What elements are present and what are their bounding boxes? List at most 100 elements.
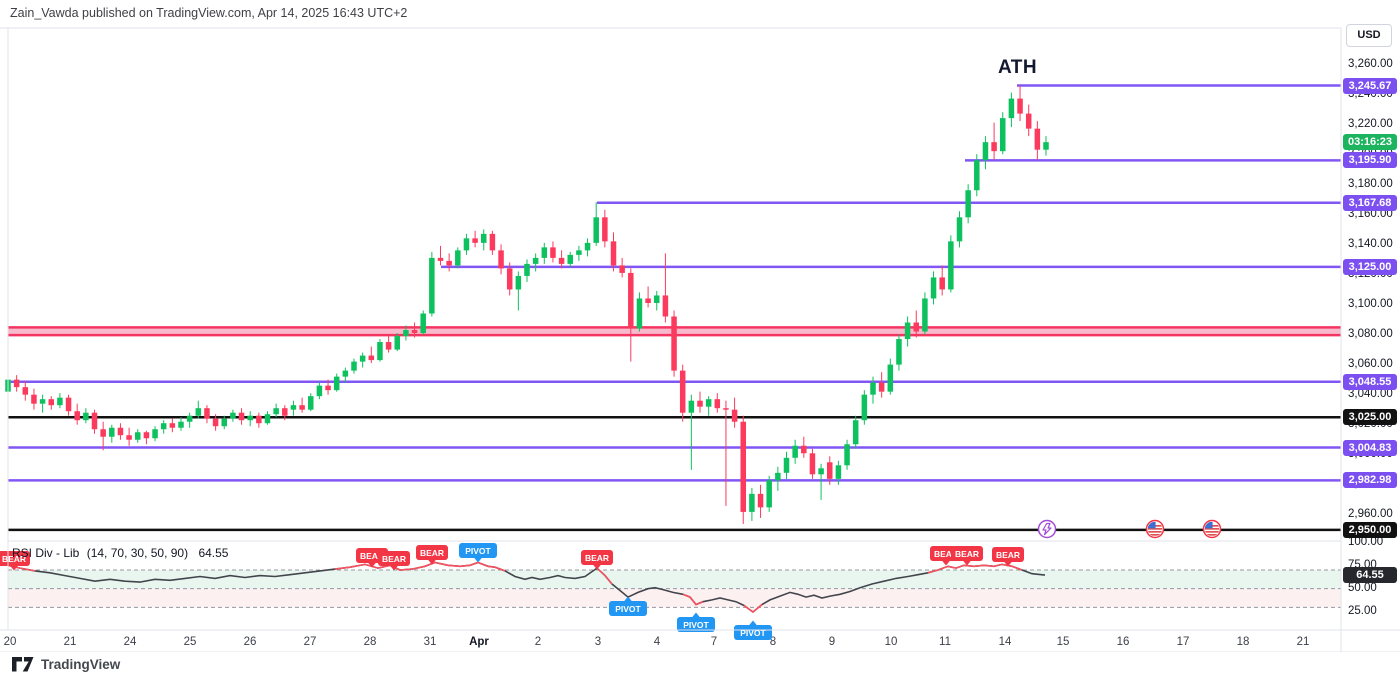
candlestick bbox=[628, 268, 634, 362]
candlestick bbox=[498, 244, 504, 275]
candlestick bbox=[766, 475, 772, 512]
candlestick bbox=[792, 439, 798, 464]
price-axis-tick: 3,140.00 bbox=[1348, 237, 1393, 250]
candlestick bbox=[870, 376, 876, 404]
candlestick bbox=[861, 390, 868, 425]
price-axis-tick: 3,100.00 bbox=[1348, 297, 1393, 310]
price-level-chip[interactable]: 3,004.83 bbox=[1343, 439, 1397, 456]
candlestick bbox=[22, 381, 29, 401]
candlestick bbox=[645, 286, 651, 308]
candlestick bbox=[169, 418, 176, 433]
candlestick bbox=[662, 253, 669, 323]
candlestick bbox=[143, 430, 150, 445]
price-level-chip[interactable]: 3,245.67 bbox=[1343, 77, 1397, 94]
candlestick bbox=[619, 257, 625, 278]
time-axis-label: 18 bbox=[1236, 636, 1250, 648]
candlestick bbox=[472, 230, 478, 248]
candlestick bbox=[671, 310, 677, 377]
candlestick bbox=[333, 373, 340, 392]
candlestick bbox=[273, 403, 279, 418]
price-level-chip[interactable]: 2,950.00 bbox=[1343, 521, 1397, 538]
candlestick bbox=[83, 408, 89, 424]
candlestick bbox=[541, 242, 548, 264]
currency-axis-button[interactable]: USD bbox=[1346, 24, 1392, 47]
time-axis-label: 16 bbox=[1116, 636, 1130, 648]
price-axis-tick: 3,060.00 bbox=[1348, 358, 1393, 371]
candlestick bbox=[377, 339, 383, 362]
bear-label[interactable]: BEAR bbox=[0, 551, 30, 571]
candlestick bbox=[385, 336, 392, 353]
candlestick bbox=[991, 122, 997, 161]
candlestick bbox=[515, 271, 522, 311]
bear-label[interactable]: BEAR bbox=[951, 546, 983, 566]
candlestick bbox=[342, 367, 349, 383]
candlestick bbox=[152, 426, 158, 442]
pivot-label[interactable]: PIVOT bbox=[734, 620, 772, 641]
candlestick bbox=[264, 411, 271, 425]
svg-text:BEAR: BEAR bbox=[955, 549, 979, 559]
us-flag-event-icon[interactable] bbox=[1145, 519, 1165, 539]
candle-countdown-chip[interactable]: 03:16:23 bbox=[1343, 134, 1397, 151]
candlestick bbox=[126, 427, 132, 446]
candlestick bbox=[809, 448, 816, 479]
price-axis-tick: 3,180.00 bbox=[1348, 177, 1393, 190]
candlestick bbox=[420, 310, 426, 335]
candlestick bbox=[818, 463, 824, 500]
time-axis-label: 25 bbox=[183, 636, 197, 648]
candlestick bbox=[558, 250, 565, 269]
svg-text:PIVOT: PIVOT bbox=[740, 628, 766, 638]
price-axis-tick: 50.00 bbox=[1348, 582, 1377, 595]
indicator-title[interactable]: RSI Div - Lib (14, 70, 30, 50, 90) 64.55 bbox=[12, 546, 228, 560]
price-level-chip[interactable]: 3,025.00 bbox=[1343, 409, 1397, 426]
candlestick bbox=[602, 209, 608, 248]
candlestick bbox=[844, 439, 850, 470]
candlestick bbox=[705, 396, 712, 416]
lightning-icon[interactable] bbox=[1037, 519, 1057, 539]
candlestick bbox=[463, 233, 470, 255]
candlestick bbox=[801, 436, 807, 458]
bear-label[interactable]: BEAR bbox=[378, 551, 410, 571]
bear-label[interactable]: BEAR bbox=[581, 550, 613, 570]
candlestick bbox=[411, 322, 418, 338]
candlestick bbox=[178, 417, 184, 431]
candlestick bbox=[827, 456, 833, 485]
bear-label[interactable]: BEAR bbox=[992, 547, 1024, 567]
candlestick bbox=[723, 400, 729, 506]
bear-label[interactable]: BEAR bbox=[416, 545, 448, 565]
candlestick bbox=[160, 420, 167, 434]
time-axis-label: 20 bbox=[3, 636, 17, 648]
candlestick bbox=[316, 382, 323, 400]
candlestick bbox=[714, 393, 721, 413]
candlestick bbox=[757, 484, 764, 518]
time-axis-label: Apr bbox=[469, 636, 489, 648]
candlestick bbox=[610, 232, 617, 272]
candlestick bbox=[308, 393, 314, 412]
candlestick bbox=[948, 235, 954, 293]
indicator-params: (14, 70, 30, 50, 90) bbox=[86, 546, 189, 560]
candlestick bbox=[1025, 104, 1032, 137]
time-axis-label: 15 bbox=[1056, 636, 1070, 648]
us-flag-event-icon[interactable] bbox=[1202, 519, 1222, 539]
pivot-label[interactable]: PIVOT bbox=[677, 612, 715, 633]
pivot-label[interactable]: PIVOT bbox=[609, 596, 647, 617]
candlestick bbox=[31, 388, 37, 410]
price-level-chip[interactable]: 3,195.90 bbox=[1343, 152, 1397, 169]
candlestick bbox=[654, 290, 660, 311]
tradingview-logo-text: TradingView bbox=[41, 657, 121, 672]
pivot-label[interactable]: PIVOT bbox=[459, 543, 497, 563]
candlestick bbox=[1008, 92, 1015, 128]
candlestick bbox=[446, 253, 452, 272]
price-level-chip[interactable]: 3,125.00 bbox=[1343, 258, 1397, 275]
attribution-text: Zain_Vawda published on TradingView.com,… bbox=[10, 6, 408, 20]
rsi-value-chip[interactable]: 64.55 bbox=[1343, 567, 1397, 584]
time-axis-label: 17 bbox=[1176, 636, 1190, 648]
time-axis-label: 26 bbox=[243, 636, 257, 648]
time-axis-label: 10 bbox=[884, 636, 898, 648]
price-level-chip[interactable]: 3,167.68 bbox=[1343, 194, 1397, 211]
price-level-chip[interactable]: 2,982.98 bbox=[1343, 472, 1397, 489]
tradingview-watermark[interactable]: TradingView bbox=[12, 657, 120, 672]
rsi-upper-band bbox=[8, 569, 1341, 589]
candlestick bbox=[567, 251, 573, 267]
price-level-chip[interactable]: 3,048.55 bbox=[1343, 373, 1397, 390]
